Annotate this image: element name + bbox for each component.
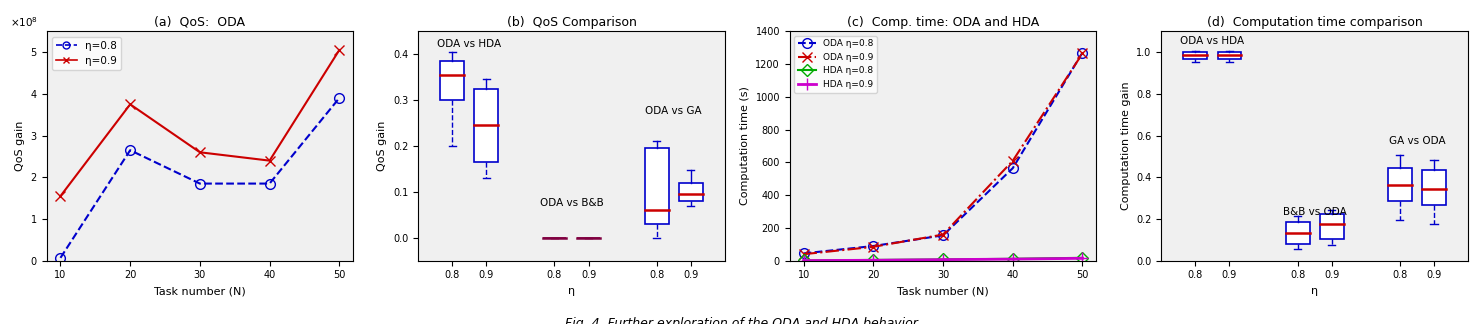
- Bar: [679, 183, 703, 201]
- Y-axis label: Computation time (s): Computation time (s): [740, 87, 750, 205]
- Text: Fig. 4. Further exploration of the ODA and HDA behavior: Fig. 4. Further exploration of the ODA a…: [565, 317, 918, 324]
- Bar: [440, 61, 464, 100]
- Text: B&B vs ODA: B&B vs ODA: [1283, 207, 1347, 217]
- Line: ODA η=0.9: ODA η=0.9: [799, 49, 1087, 259]
- Text: GA vs ODA: GA vs ODA: [1388, 136, 1446, 146]
- Legend: η=0.8, η=0.9: η=0.8, η=0.9: [52, 37, 122, 70]
- Legend: ODA η=0.8, ODA η=0.9, HDA η=0.8, HDA η=0.9: ODA η=0.8, ODA η=0.9, HDA η=0.8, HDA η=0…: [795, 36, 876, 93]
- HDA η=0.9: [1004, 257, 1022, 261]
- HDA η=0.9: [865, 258, 882, 262]
- Bar: [645, 148, 669, 224]
- HDA η=0.9: [934, 258, 952, 261]
- Y-axis label: QoS gain: QoS gain: [378, 121, 387, 171]
- Line: HDA η=0.9: HDA η=0.9: [798, 253, 1089, 266]
- Text: ODA vs B&B: ODA vs B&B: [540, 198, 604, 208]
- Bar: [1422, 170, 1446, 205]
- Text: ODA vs GA: ODA vs GA: [645, 106, 701, 116]
- Title: (b)  QoS Comparison: (b) QoS Comparison: [507, 16, 636, 29]
- ODA η=0.8: [795, 251, 813, 255]
- Title: (a)  QoS:  ODA: (a) QoS: ODA: [154, 16, 245, 29]
- HDA η=0.8: [1004, 257, 1022, 261]
- X-axis label: Task number (N): Task number (N): [154, 286, 246, 296]
- ODA η=0.8: [1004, 166, 1022, 170]
- Bar: [1183, 52, 1207, 60]
- ODA η=0.9: [1074, 52, 1091, 55]
- Bar: [1286, 222, 1309, 244]
- ODA η=0.8: [1074, 51, 1091, 54]
- ODA η=0.9: [1004, 159, 1022, 163]
- ODA η=0.9: [795, 252, 813, 256]
- Y-axis label: Computation time gain: Computation time gain: [1121, 82, 1130, 210]
- Title: (c)  Comp. time: ODA and HDA: (c) Comp. time: ODA and HDA: [847, 16, 1040, 29]
- HDA η=0.9: [795, 259, 813, 262]
- X-axis label: η: η: [568, 286, 575, 296]
- Title: (d)  Computation time comparison: (d) Computation time comparison: [1207, 16, 1422, 29]
- Bar: [1218, 52, 1241, 60]
- Text: ODA vs HDA: ODA vs HDA: [1180, 36, 1244, 46]
- Text: $\times 10^8$: $\times 10^8$: [10, 15, 39, 29]
- ODA η=0.8: [934, 233, 952, 237]
- HDA η=0.8: [934, 258, 952, 261]
- X-axis label: η: η: [1311, 286, 1318, 296]
- ODA η=0.8: [865, 244, 882, 248]
- HDA η=0.8: [795, 259, 813, 262]
- HDA η=0.8: [1074, 256, 1091, 260]
- Line: HDA η=0.8: HDA η=0.8: [799, 254, 1087, 265]
- Text: ODA vs HDA: ODA vs HDA: [437, 39, 501, 49]
- ODA η=0.9: [934, 233, 952, 237]
- Bar: [1388, 168, 1412, 201]
- Bar: [1320, 214, 1344, 239]
- Bar: [475, 89, 498, 162]
- HDA η=0.9: [1074, 256, 1091, 260]
- HDA η=0.8: [865, 258, 882, 262]
- Y-axis label: QoS gain: QoS gain: [15, 121, 25, 171]
- ODA η=0.9: [865, 245, 882, 249]
- Line: ODA η=0.8: ODA η=0.8: [799, 48, 1087, 258]
- X-axis label: Task number (N): Task number (N): [897, 286, 989, 296]
